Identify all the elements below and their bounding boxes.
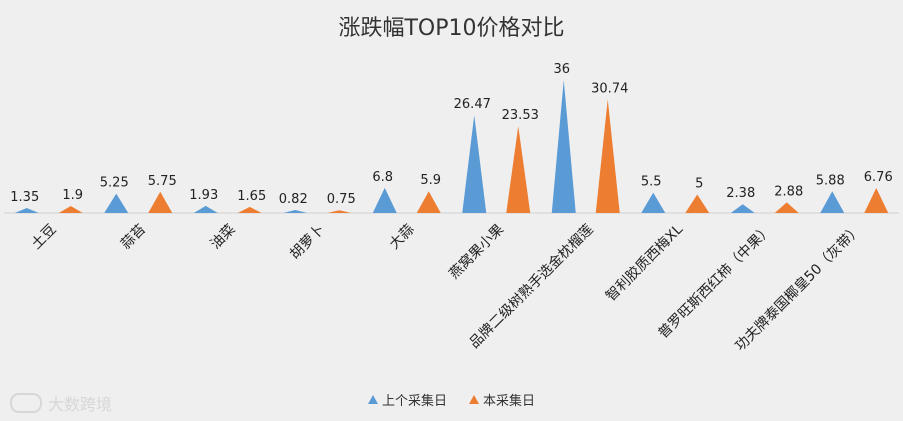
legend-label-previous: 上个采集日 <box>381 394 447 409</box>
bar-previous <box>283 209 308 213</box>
legend-item-previous: 上个采集日 <box>367 390 447 409</box>
chart-title: 涨跌幅TOP10价格对比 <box>338 16 565 41</box>
watermark-logo-icon <box>10 393 42 413</box>
legend-item-current: 本采集日 <box>469 390 535 409</box>
bar-previous <box>820 191 845 213</box>
data-label-current: 1.65 <box>237 189 266 204</box>
data-label-current: 1.9 <box>62 188 83 203</box>
bar-current <box>237 206 262 213</box>
bar-current <box>58 205 83 213</box>
bar-current <box>685 194 710 213</box>
bar-previous <box>730 204 755 213</box>
bar-current <box>595 99 620 213</box>
data-label-previous: 0.82 <box>279 192 308 207</box>
x-tick-label: 油菜 <box>207 222 238 253</box>
bar-previous <box>193 205 218 213</box>
data-label-current: 6.76 <box>864 170 893 185</box>
x-tick-label: 蒜苔 <box>117 221 149 253</box>
bar-current <box>148 191 173 213</box>
legend: 上个采集日 本采集日 <box>0 390 903 409</box>
x-tick-label: 智利胶质西梅XL <box>602 221 686 305</box>
bar-previous <box>14 208 39 213</box>
data-label-previous: 36 <box>553 62 570 77</box>
bar-previous <box>641 192 666 213</box>
legend-label-current: 本采集日 <box>483 394 536 409</box>
data-label-current: 2.88 <box>774 184 803 199</box>
data-label-current: 0.75 <box>327 192 356 207</box>
x-tick-label: 燕窝果小果 <box>446 221 508 283</box>
data-label-previous: 1.35 <box>10 190 39 205</box>
bar-previous <box>462 115 487 213</box>
bar-previous <box>551 80 576 213</box>
data-label-previous: 6.8 <box>372 170 393 185</box>
data-label-current: 5 <box>695 177 703 192</box>
bar-previous <box>104 193 129 213</box>
triangle-icon <box>469 395 479 404</box>
data-label-previous: 26.47 <box>454 97 491 112</box>
watermark-text: 大数跨境 <box>48 395 113 414</box>
x-tick-label: 胡萝卜 <box>287 222 328 263</box>
data-label-previous: 5.88 <box>816 173 845 188</box>
data-label-current: 5.9 <box>420 173 441 188</box>
bar-previous <box>372 187 397 213</box>
bar-current <box>506 126 531 213</box>
bar-current <box>774 202 799 213</box>
data-label-current: 30.74 <box>591 81 628 96</box>
data-label-previous: 1.93 <box>189 188 218 203</box>
watermark: 大数跨境 <box>10 391 112 415</box>
bar-current <box>416 191 441 213</box>
triangle-icon <box>367 395 378 404</box>
bar-current <box>864 188 889 213</box>
x-tick-label: 大蒜 <box>386 222 417 253</box>
data-label-current: 23.53 <box>502 108 539 123</box>
data-label-previous: 5.25 <box>100 176 129 191</box>
bar-current <box>327 210 352 213</box>
data-label-current: 5.75 <box>148 174 177 189</box>
x-tick-label: 土豆 <box>28 222 59 253</box>
data-label-previous: 2.38 <box>726 186 755 201</box>
data-label-previous: 5.5 <box>641 175 662 190</box>
